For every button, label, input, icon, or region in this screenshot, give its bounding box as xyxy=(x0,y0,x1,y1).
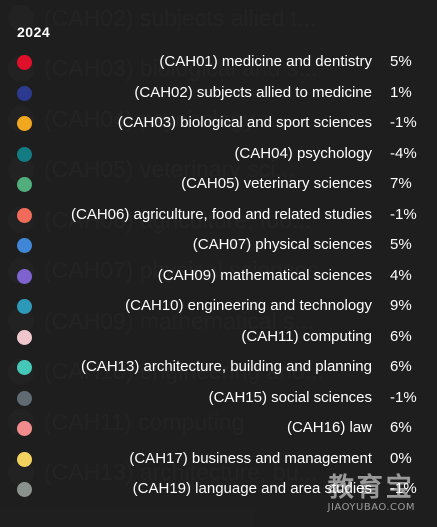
series-color-dot-icon xyxy=(17,451,32,467)
series-color-dot-icon xyxy=(17,390,32,406)
series-label: (CAH06) agriculture, food and related st… xyxy=(71,205,372,223)
series-color-dot-icon xyxy=(17,146,32,162)
series-label: (CAH11) computing xyxy=(241,327,372,345)
tooltip-row: (CAH09) mathematical sciences 4% xyxy=(0,265,437,287)
series-value: 5% xyxy=(390,236,412,253)
tooltip-row: (CAH16) law 6% xyxy=(0,417,437,439)
tooltip-row: (CAH04) psychology -4% xyxy=(0,143,437,165)
series-color-dot-icon xyxy=(17,85,32,101)
tooltip-row: (CAH10) engineering and technology 9% xyxy=(0,295,437,317)
tooltip-year: 2024 xyxy=(17,24,51,40)
tooltip-row: (CAH15) social sciences -1% xyxy=(0,387,437,409)
series-label: (CAH15) social sciences xyxy=(208,388,372,406)
series-label: (CAH05) veterinary sciences xyxy=(181,175,372,192)
series-value: -1% xyxy=(390,205,417,223)
series-color-dot-icon xyxy=(17,207,32,223)
series-value: -4% xyxy=(390,144,417,162)
series-value: 5% xyxy=(390,53,412,70)
series-value: 6% xyxy=(390,358,412,375)
series-color-dot-icon xyxy=(17,421,32,436)
series-color-dot-icon xyxy=(17,268,32,284)
series-label: (CAH01) medicine and dentistry xyxy=(159,53,372,70)
series-label: (CAH19) language and area studies xyxy=(132,480,372,497)
series-color-dot-icon xyxy=(17,329,32,345)
series-label: (CAH03) biological and sport sciences xyxy=(117,114,372,131)
series-value: -1% xyxy=(390,114,417,131)
tooltip-row: (CAH17) business and management 0% xyxy=(0,448,437,470)
series-label: (CAH13) architecture, building and plann… xyxy=(80,358,372,375)
series-color-dot-icon xyxy=(17,482,32,497)
series-color-dot-icon xyxy=(17,360,32,375)
series-value: 4% xyxy=(390,266,412,284)
series-color-dot-icon xyxy=(17,55,32,70)
series-label: (CAH16) law xyxy=(286,419,372,436)
series-value: 9% xyxy=(390,297,412,314)
series-label: (CAH02) subjects allied to medicine xyxy=(134,83,372,101)
series-label: (CAH04) psychology xyxy=(234,144,372,162)
series-label: (CAH09) mathematical sciences xyxy=(157,266,372,284)
series-value: 6% xyxy=(390,327,412,345)
series-value: -1% xyxy=(390,480,417,497)
tooltip-row: (CAH01) medicine and dentistry 5% xyxy=(0,51,437,73)
tooltip-row: (CAH13) architecture, building and plann… xyxy=(0,356,437,378)
series-label: (CAH10) engineering and technology xyxy=(125,297,372,314)
series-color-dot-icon xyxy=(17,299,32,314)
tooltip-row: (CAH02) subjects allied to medicine 1% xyxy=(0,82,437,104)
tooltip-row: (CAH19) language and area studies -1% xyxy=(0,478,437,500)
watermark-domain: JIAOYUBAO.COM xyxy=(327,502,415,513)
tooltip-row: (CAH07) physical sciences 5% xyxy=(0,234,437,256)
series-value: -1% xyxy=(390,388,417,406)
series-value: 0% xyxy=(390,449,412,467)
tooltip-row: (CAH06) agriculture, food and related st… xyxy=(0,204,437,226)
series-value: 6% xyxy=(390,419,412,436)
series-color-dot-icon xyxy=(17,116,32,131)
tooltip-row: (CAH05) veterinary sciences 7% xyxy=(0,173,437,195)
series-color-dot-icon xyxy=(17,177,32,192)
watermark-text: 教育宝 xyxy=(327,473,415,503)
series-value: 1% xyxy=(390,83,412,101)
series-value: 7% xyxy=(390,175,412,192)
series-label: (CAH17) business and management xyxy=(129,449,372,467)
watermark-logo: 教育宝 JIAOYUBAO.COM xyxy=(328,474,415,513)
series-label: (CAH07) physical sciences xyxy=(192,236,372,253)
tooltip-row: (CAH11) computing 6% xyxy=(0,326,437,348)
tooltip-row: (CAH03) biological and sport sciences -1% xyxy=(0,112,437,134)
series-color-dot-icon xyxy=(17,238,32,253)
